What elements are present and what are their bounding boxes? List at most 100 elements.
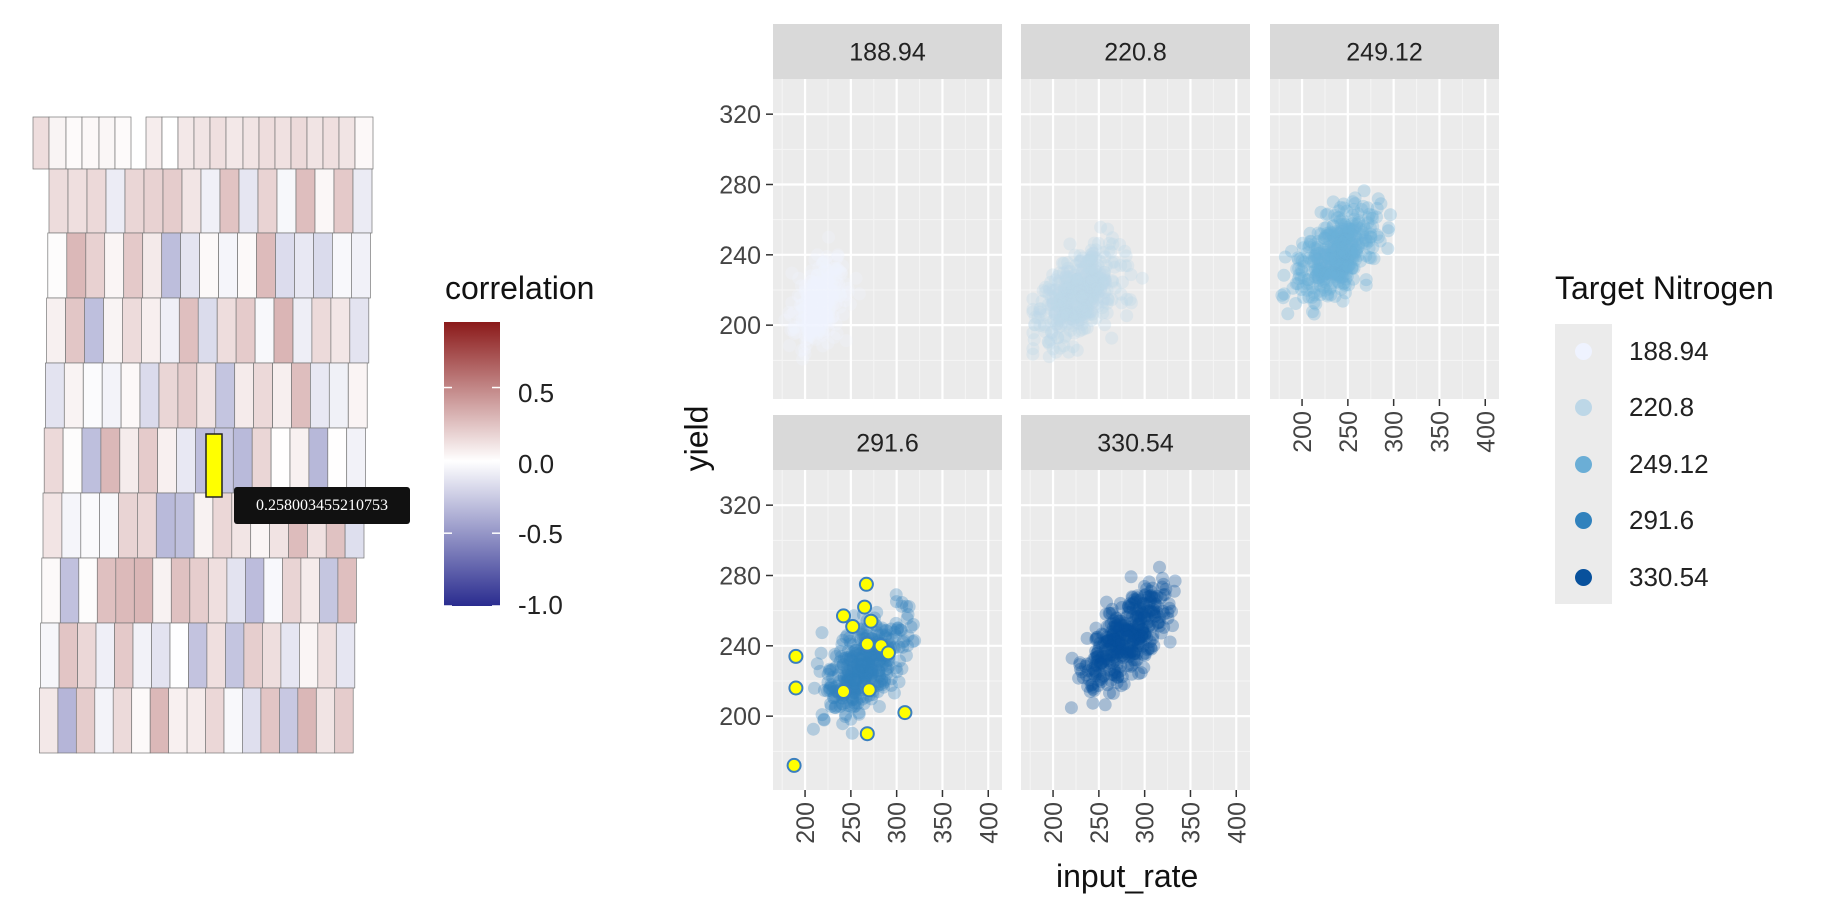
data-point bbox=[1059, 305, 1073, 319]
data-point bbox=[1383, 208, 1397, 222]
data-point bbox=[838, 288, 852, 302]
facet-panel: 249.12 200 250 300 350 400 bbox=[1270, 24, 1500, 453]
x-tick-label: 200 bbox=[1040, 802, 1068, 844]
data-point bbox=[822, 305, 836, 319]
data-point bbox=[812, 304, 826, 318]
data-point bbox=[1350, 242, 1364, 255]
data-point bbox=[806, 295, 820, 309]
data-point bbox=[803, 325, 817, 339]
y-axis-title: yield bbox=[678, 405, 715, 472]
data-point bbox=[1127, 646, 1141, 660]
data-point bbox=[839, 707, 853, 721]
data-point bbox=[1042, 280, 1056, 294]
data-point bbox=[791, 288, 805, 302]
facet-strip-label: 330.54 bbox=[1097, 430, 1174, 458]
data-point bbox=[1047, 313, 1061, 327]
data-point bbox=[1089, 251, 1103, 265]
data-point bbox=[1081, 253, 1095, 267]
data-point bbox=[799, 333, 813, 347]
legend-key-dot bbox=[1575, 343, 1592, 360]
data-point bbox=[805, 315, 819, 328]
data-point bbox=[1053, 313, 1067, 327]
data-point bbox=[823, 289, 837, 303]
data-point bbox=[1081, 282, 1095, 296]
data-point bbox=[1074, 301, 1088, 315]
data-point bbox=[906, 618, 920, 631]
data-point bbox=[1057, 296, 1070, 310]
data-point bbox=[1090, 268, 1104, 282]
data-point bbox=[819, 288, 833, 302]
data-point bbox=[1054, 317, 1068, 331]
data-point bbox=[1047, 296, 1061, 310]
facet-strip bbox=[773, 24, 1002, 79]
data-point bbox=[1054, 319, 1068, 333]
data-point bbox=[1061, 299, 1075, 312]
data-point bbox=[802, 293, 816, 307]
data-point bbox=[1056, 296, 1070, 310]
x-tick-label: 350 bbox=[1426, 411, 1454, 453]
data-point bbox=[1342, 225, 1356, 239]
data-point bbox=[1067, 289, 1081, 303]
data-point bbox=[1065, 285, 1079, 299]
data-point bbox=[824, 283, 838, 297]
data-point bbox=[1076, 265, 1089, 279]
data-point bbox=[895, 599, 909, 613]
data-point bbox=[1061, 286, 1075, 300]
data-point bbox=[833, 288, 847, 302]
data-point bbox=[1051, 331, 1065, 345]
data-point bbox=[813, 297, 827, 311]
data-point bbox=[808, 275, 822, 289]
data-point bbox=[1071, 281, 1085, 295]
data-point bbox=[1275, 288, 1289, 302]
data-point bbox=[1069, 258, 1083, 272]
data-point bbox=[1080, 300, 1094, 314]
x-tick-label: 300 bbox=[1132, 802, 1160, 844]
data-point bbox=[1124, 268, 1138, 282]
data-point bbox=[1071, 310, 1085, 324]
data-point bbox=[1058, 330, 1072, 344]
x-tick-label: 400 bbox=[1472, 411, 1500, 453]
data-point bbox=[1306, 305, 1319, 319]
data-point bbox=[1086, 292, 1100, 306]
data-point bbox=[822, 230, 836, 244]
data-point bbox=[1079, 259, 1093, 273]
data-point bbox=[1063, 276, 1077, 290]
data-point bbox=[1083, 305, 1097, 319]
legend-label: 249.12 bbox=[1629, 449, 1709, 479]
data-point bbox=[785, 296, 799, 310]
data-point bbox=[805, 278, 819, 292]
x-axis-title: input_rate bbox=[1056, 858, 1199, 894]
data-point bbox=[816, 256, 830, 270]
data-point bbox=[1124, 570, 1138, 584]
data-point bbox=[1060, 277, 1074, 291]
data-point bbox=[805, 310, 819, 324]
data-point bbox=[1071, 263, 1085, 277]
data-point bbox=[1048, 307, 1062, 321]
x-tick-label: 400 bbox=[975, 802, 1003, 844]
data-point bbox=[1079, 306, 1093, 319]
facet-panel: 330.54 200 250 300 350 400 bbox=[1021, 415, 1251, 844]
data-point bbox=[801, 290, 815, 304]
data-point bbox=[1070, 279, 1084, 293]
data-point bbox=[800, 337, 814, 351]
data-point bbox=[832, 277, 845, 291]
data-point bbox=[1065, 297, 1079, 311]
data-point bbox=[810, 268, 824, 282]
data-point bbox=[1059, 288, 1073, 302]
data-point bbox=[819, 281, 833, 295]
data-point bbox=[808, 294, 822, 308]
data-point bbox=[1088, 276, 1102, 290]
data-point bbox=[830, 275, 844, 289]
data-point bbox=[1069, 310, 1083, 324]
data-point bbox=[782, 305, 796, 319]
data-point bbox=[1074, 278, 1088, 291]
data-point bbox=[821, 297, 835, 310]
data-point bbox=[1059, 305, 1073, 319]
data-point bbox=[1157, 607, 1171, 621]
data-point bbox=[1118, 259, 1132, 273]
data-point bbox=[808, 253, 822, 267]
data-point bbox=[819, 254, 833, 268]
data-point bbox=[820, 308, 834, 322]
data-point bbox=[1058, 281, 1072, 294]
data-point bbox=[1079, 256, 1093, 269]
